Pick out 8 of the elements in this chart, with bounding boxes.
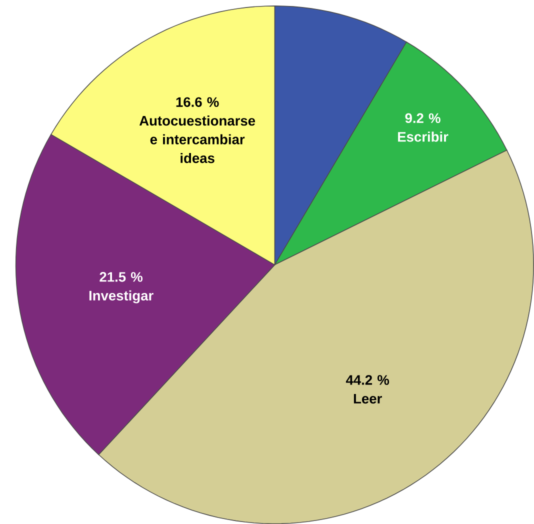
data-label: 44.2 % [346, 375, 390, 385]
slice-label: Leer [354, 394, 382, 404]
slice-label: Investigar [89, 290, 154, 304]
data-label: 9.2 % [405, 113, 440, 123]
slice-label: Autocuestionarse e intercambiar ideas [139, 115, 256, 164]
data-label: 21.5 % [100, 272, 143, 282]
slice-label: Escribir [398, 132, 448, 142]
data-label: 16.6 % [176, 97, 219, 107]
